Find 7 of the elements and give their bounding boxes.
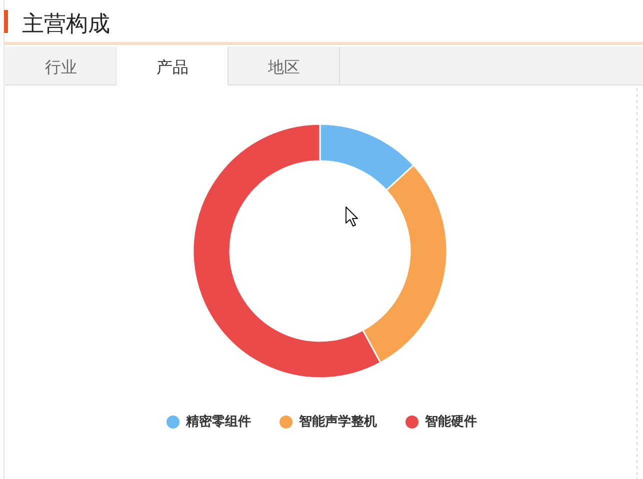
text: 行业 [44, 58, 77, 76]
chart-title: 主营构成 [22, 12, 110, 37]
legend-label: 智能声学整机 [298, 414, 377, 430]
legend-label: 精密零组件 [185, 414, 251, 430]
text: 地区 [266, 58, 300, 76]
text: 产品 [156, 58, 188, 76]
legend-label: 智能硬件 [424, 414, 477, 430]
